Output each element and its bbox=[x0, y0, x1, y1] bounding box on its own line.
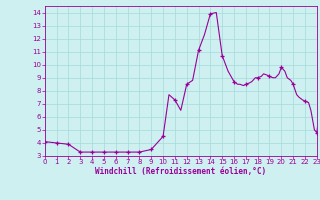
X-axis label: Windchill (Refroidissement éolien,°C): Windchill (Refroidissement éolien,°C) bbox=[95, 167, 266, 176]
